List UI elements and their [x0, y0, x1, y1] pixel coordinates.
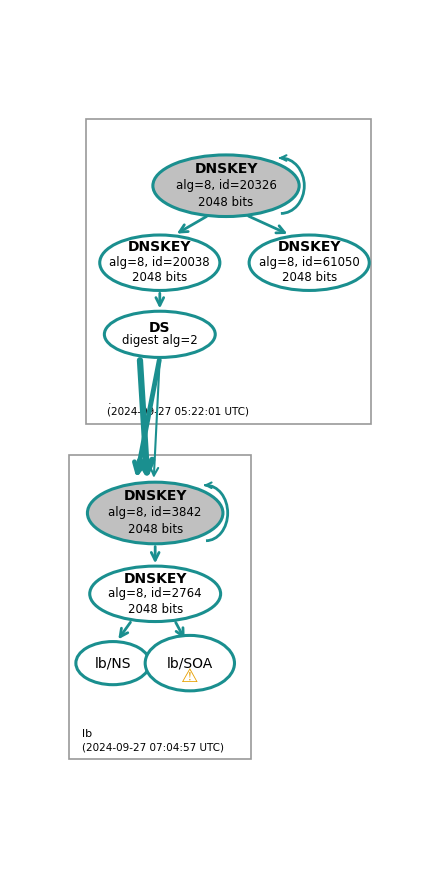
Ellipse shape — [100, 235, 220, 290]
Text: ⚠: ⚠ — [181, 668, 199, 686]
Text: DS: DS — [149, 321, 171, 335]
Text: 2048 bits: 2048 bits — [127, 524, 183, 537]
Text: alg=8, id=20326: alg=8, id=20326 — [175, 179, 276, 192]
Text: alg=8, id=61050: alg=8, id=61050 — [259, 256, 359, 269]
Text: (2024-09-27 05:22:01 UTC): (2024-09-27 05:22:01 UTC) — [108, 406, 249, 417]
Text: DNSKEY: DNSKEY — [194, 162, 258, 176]
Ellipse shape — [153, 155, 299, 217]
Text: alg=8, id=3842: alg=8, id=3842 — [108, 506, 202, 519]
Text: alg=8, id=20038: alg=8, id=20038 — [109, 256, 210, 269]
Text: DNSKEY: DNSKEY — [277, 240, 341, 254]
Ellipse shape — [87, 482, 223, 544]
Text: 2048 bits: 2048 bits — [132, 272, 187, 284]
Polygon shape — [86, 119, 371, 425]
Text: DNSKEY: DNSKEY — [128, 240, 191, 254]
Text: DNSKEY: DNSKEY — [124, 572, 187, 586]
Text: lb: lb — [82, 729, 92, 739]
Ellipse shape — [76, 642, 150, 684]
Text: lb/NS: lb/NS — [95, 656, 131, 670]
Text: DNSKEY: DNSKEY — [124, 489, 187, 503]
Text: alg=8, id=2764: alg=8, id=2764 — [108, 587, 202, 600]
Text: digest alg=2: digest alg=2 — [122, 334, 198, 347]
Text: 2048 bits: 2048 bits — [198, 196, 254, 209]
Text: .: . — [108, 396, 111, 406]
Polygon shape — [69, 455, 251, 760]
Text: (2024-09-27 07:04:57 UTC): (2024-09-27 07:04:57 UTC) — [82, 742, 224, 753]
Ellipse shape — [249, 235, 369, 290]
Text: lb/SOA: lb/SOA — [167, 656, 213, 670]
Ellipse shape — [90, 566, 221, 621]
Ellipse shape — [145, 635, 235, 690]
Ellipse shape — [105, 311, 215, 357]
Text: 2048 bits: 2048 bits — [282, 272, 337, 284]
Text: 2048 bits: 2048 bits — [127, 602, 183, 615]
